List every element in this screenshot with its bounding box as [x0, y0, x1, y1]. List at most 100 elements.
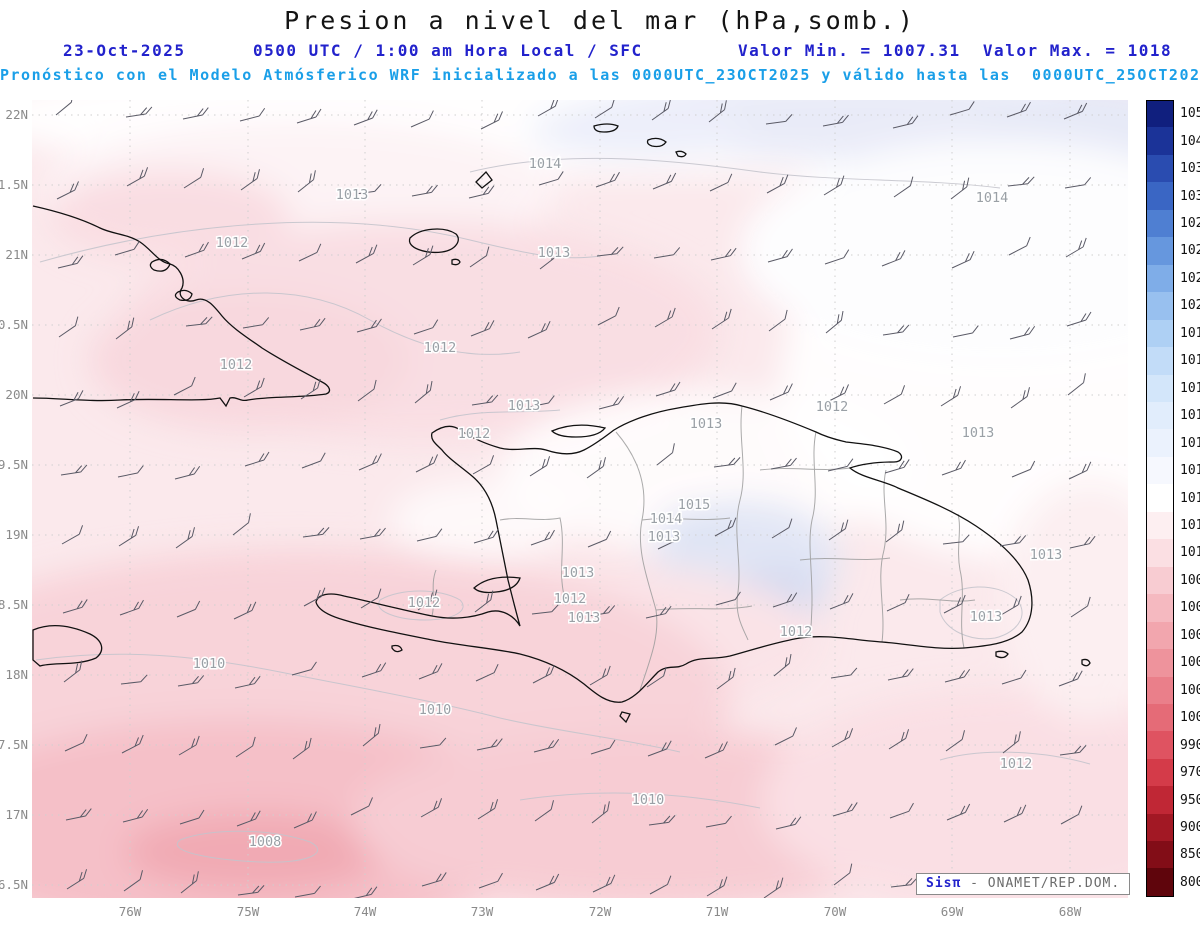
colorbar-entry: 1040: [1146, 127, 1200, 155]
contour-value-label: 1010: [632, 792, 665, 808]
colorbar-swatch: [1146, 456, 1174, 485]
pressure-shading-layer: [32, 100, 1128, 898]
hispaniola-coastline: [315, 402, 1033, 703]
colorbar-label: 1022: [1180, 270, 1200, 286]
attribution-brand: Sisπ: [926, 876, 962, 891]
colorbar-swatch: [1146, 99, 1174, 128]
lon-tick-label: 70W: [824, 904, 847, 919]
colorbar-legend: 1050 1040 1035 1030 1028 1025 1022 1020 1019 1018…: [1146, 99, 1200, 897]
colorbar-entry: 1022: [1146, 264, 1200, 293]
colorbar-swatch: [1146, 703, 1174, 732]
page-title: Presion a nivel del mar (hPa,somb.): [284, 6, 916, 35]
contour-value-label: 1012: [1000, 756, 1033, 772]
contour-value-label: 1013: [336, 187, 369, 203]
colorbar-entry: 800: [1146, 868, 1200, 897]
colorbar-entry: 1050: [1146, 99, 1200, 128]
header-time: 0500 UTC / 1:00 am Hora Local / SFC: [253, 41, 643, 60]
colorbar-label: 1050: [1180, 106, 1200, 122]
contour-value-label: 1012: [780, 624, 813, 640]
colorbar-label: 990: [1180, 737, 1200, 753]
contour-value-label: 1013: [538, 245, 571, 261]
colorbar-entry: 1030: [1146, 182, 1200, 210]
lat-tick-label: 9.5N: [0, 457, 28, 472]
colorbar-swatch: [1146, 127, 1174, 155]
contour-value-label: 1013: [648, 529, 681, 545]
colorbar-label: 1006: [1180, 600, 1200, 616]
colorbar-swatch: [1146, 374, 1174, 402]
lon-tick-label: 74W: [354, 904, 377, 919]
colorbar-label: 1028: [1180, 216, 1200, 232]
colorbar-label: 1030: [1180, 188, 1200, 204]
colorbar-swatch: [1146, 209, 1174, 238]
contour-value-label: 1013: [1030, 547, 1063, 563]
colorbar-label: 1012: [1180, 518, 1200, 534]
colorbar-entry: 1000: [1146, 703, 1200, 732]
grid-lines-layer: [32, 100, 1128, 898]
colorbar-label: 1008: [1180, 572, 1200, 588]
contour-value-label: 1014: [529, 156, 562, 172]
contour-labels-layer: 1014 1013 1014 1012 1013 1012 1012 1013 1012 1012…: [191, 155, 1064, 852]
colorbar-label: 950: [1180, 792, 1200, 808]
colorbar-label: 1015: [1180, 435, 1200, 451]
colorbar-entry: 1017: [1146, 374, 1200, 402]
colorbar-label: 800: [1180, 874, 1200, 890]
contour-value-label: 1010: [193, 656, 226, 672]
lat-tick-label: 17N: [5, 807, 28, 822]
contour-value-label: 1013: [508, 398, 541, 414]
lon-tick-label: 72W: [589, 904, 612, 919]
lat-tick-label: 6.5N: [0, 877, 28, 892]
contour-value-label: 1012: [408, 595, 441, 611]
contour-value-label: 1014: [650, 511, 683, 527]
province-borders-layer: [431, 405, 976, 691]
header-minmax: Valor Min. = 1007.31 Valor Max. = 1018: [738, 41, 1173, 60]
colorbar-label: 1019: [1180, 325, 1200, 341]
lat-tick-label: 21N: [5, 247, 28, 262]
colorbar-swatch: [1146, 594, 1174, 622]
colorbar-label: 900: [1180, 820, 1200, 835]
contour-value-label: 1012: [458, 426, 491, 442]
colorbar-entry: 1002: [1146, 676, 1200, 704]
contour-value-label: 1010: [419, 702, 452, 718]
colorbar-entry: 1019: [1146, 319, 1200, 348]
colorbar-label: 1005: [1180, 627, 1200, 643]
attribution-box: Sisπ - ONAMET/REP.DOM.: [916, 873, 1131, 895]
lon-tick-label: 69W: [941, 904, 964, 919]
lat-tick-label: 18N: [5, 667, 28, 682]
colorbar-entry: 1016: [1146, 401, 1200, 430]
colorbar-label: 1025: [1180, 243, 1200, 259]
colorbar-entry: 1028: [1146, 209, 1200, 238]
lon-tick-label: 71W: [706, 904, 729, 919]
colorbar-label: 1020: [1180, 298, 1200, 314]
colorbar-label: 1018: [1180, 353, 1200, 369]
colorbar-entry: 1004: [1146, 649, 1200, 677]
lon-tick-label: 68W: [1059, 904, 1082, 919]
colorbar-swatch: [1146, 649, 1174, 677]
colorbar-entry: 1012: [1146, 511, 1200, 540]
turks-caicos-islands: [593, 123, 619, 133]
colorbar-label: 1002: [1180, 682, 1200, 698]
colorbar-entry: 900: [1146, 813, 1200, 842]
colorbar-swatch: [1146, 566, 1174, 595]
colorbar-entry: 1020: [1146, 292, 1200, 320]
colorbar-label: 970: [1180, 765, 1200, 781]
colorbar-swatch: [1146, 813, 1174, 842]
colorbar-label: 850: [1180, 847, 1200, 863]
lat-tick-label: 8.5N: [0, 597, 28, 612]
contour-value-label: 1015: [678, 497, 711, 513]
contour-value-label: 1012: [216, 235, 249, 251]
colorbar-swatch: [1146, 319, 1174, 348]
colorbar-swatch: [1146, 401, 1174, 430]
lat-tick-label: 20N: [5, 387, 28, 402]
contour-value-label: 1012: [554, 591, 587, 607]
colorbar-entry: 970: [1146, 758, 1200, 787]
colorbar-label: 1010: [1180, 545, 1200, 561]
contour-value-label: 1008: [249, 834, 282, 850]
colorbar-swatch: [1146, 484, 1174, 512]
colorbar-swatch: [1146, 264, 1174, 293]
lon-axis-labels: 76W 75W 74W 73W 72W 71W 70W 69W 68W: [119, 904, 1082, 919]
colorbar-swatch: [1146, 676, 1174, 704]
colorbar-entry: 1018: [1146, 347, 1200, 375]
lat-tick-label: 0.5N: [0, 317, 28, 332]
forecast-line: Pronóstico con el Modelo Atmósferico WRF…: [0, 66, 1200, 84]
